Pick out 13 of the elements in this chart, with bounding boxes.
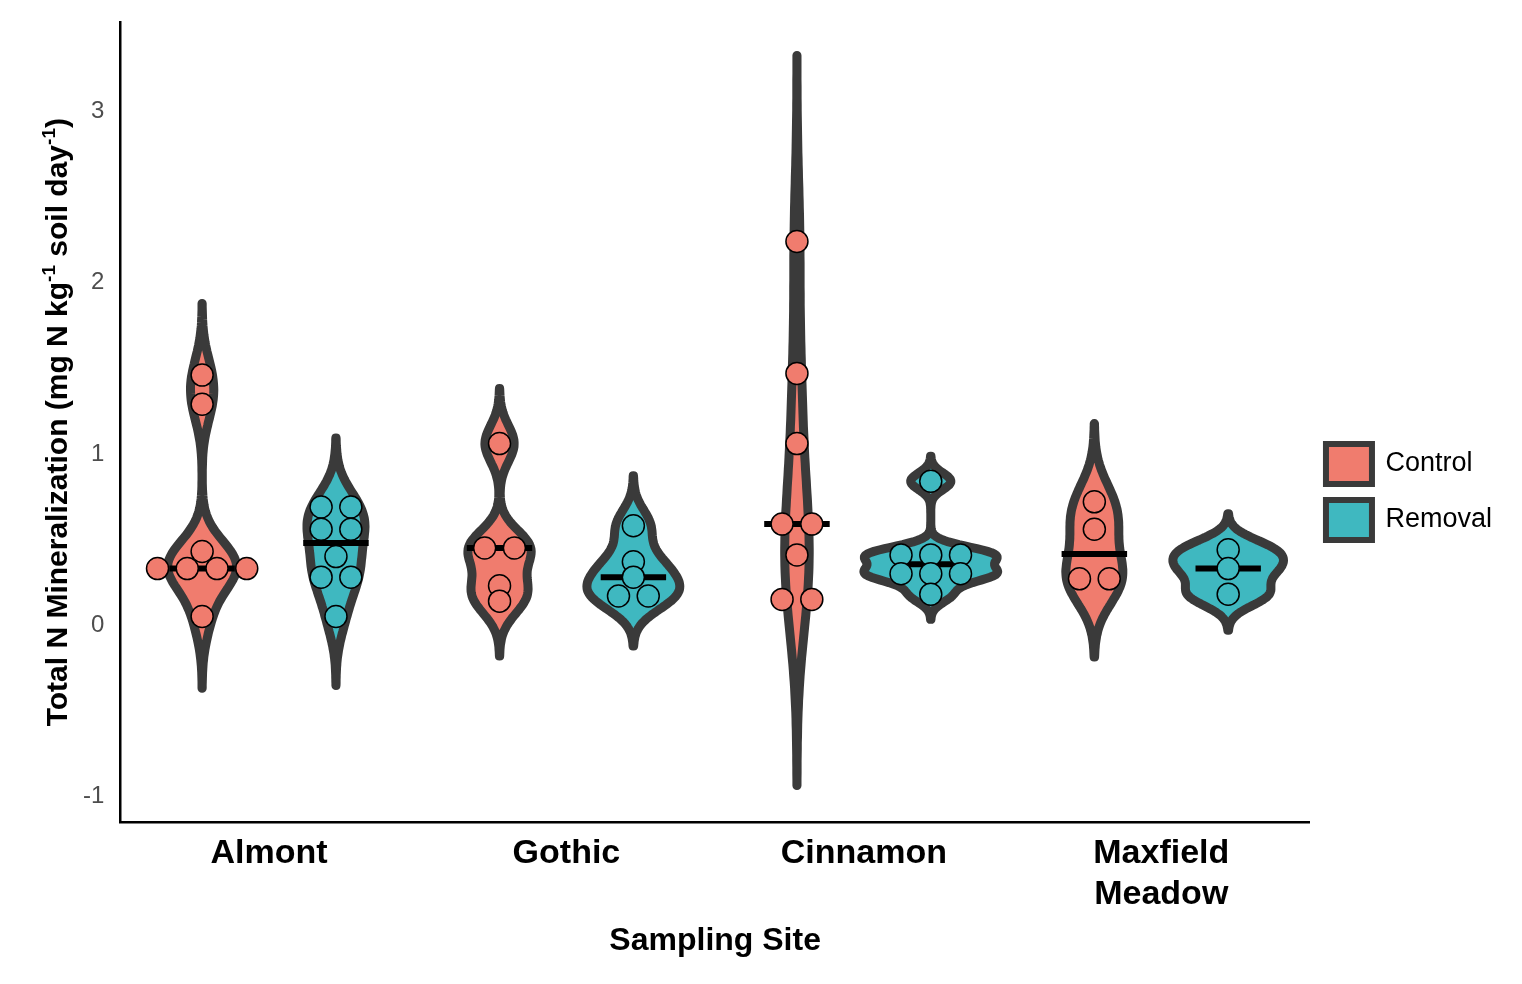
y-tick-label: 1	[90, 438, 105, 466]
y-axis-title: Total N Mineralization (mg N kg-1 soil day-1)	[38, 118, 73, 727]
y-tick-label: 3	[90, 96, 105, 124]
x-tick-label: Gothic	[512, 831, 621, 870]
legend-label: Removal	[1385, 503, 1493, 534]
x-axis-title: Sampling Site	[609, 920, 821, 957]
x-tick-label: Almont	[210, 831, 328, 870]
y-tick-label: -1	[83, 780, 105, 808]
y-tick-label: 0	[90, 609, 105, 637]
x-tick-label: Maxfield Meadow	[1093, 831, 1230, 911]
y-tick-label: 2	[90, 267, 105, 295]
x-tick-label: Cinnamon	[780, 831, 947, 870]
legend-label: Control	[1385, 447, 1473, 478]
